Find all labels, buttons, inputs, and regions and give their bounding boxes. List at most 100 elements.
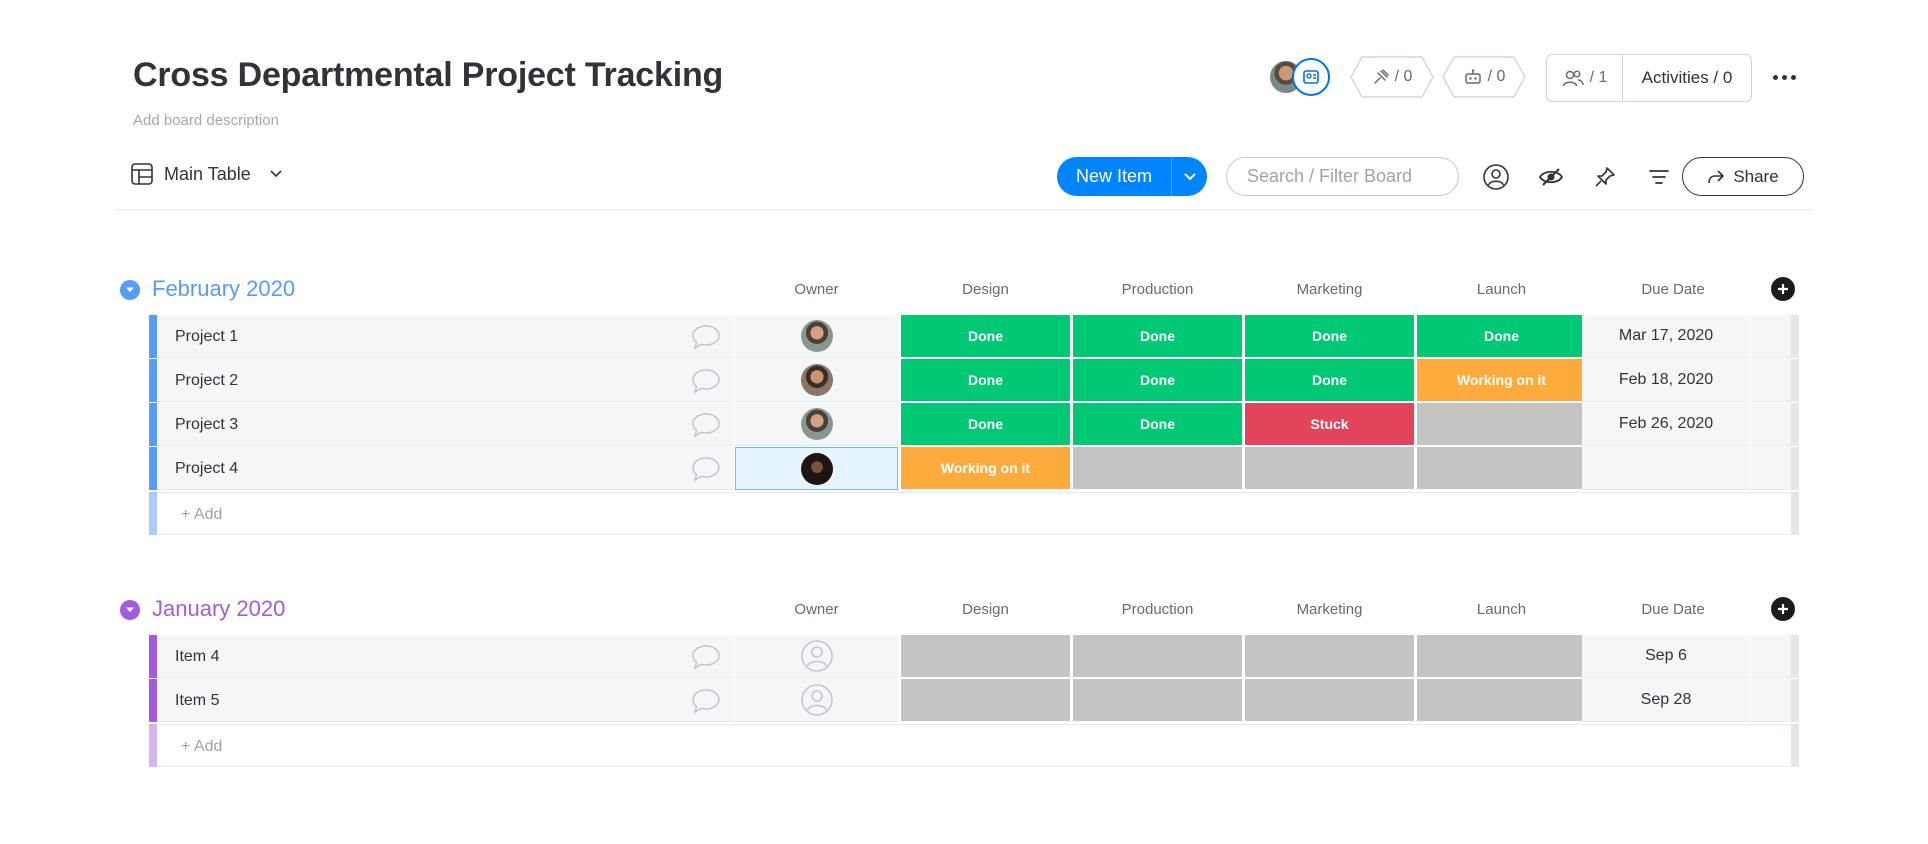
chat-bubble-icon[interactable] [691, 644, 721, 670]
status-production[interactable]: Done [1073, 359, 1242, 402]
column-header-owner[interactable]: Owner [794, 281, 839, 298]
chat-bubble-icon[interactable] [691, 688, 721, 714]
item-name[interactable]: Item 5 [175, 692, 220, 709]
column-header-due-date[interactable]: Due Date [1641, 281, 1705, 298]
status-launch[interactable]: Done [1417, 315, 1586, 358]
column-header-launch[interactable]: Launch [1476, 281, 1527, 298]
chat-bubble-icon[interactable] [691, 412, 721, 438]
board-description[interactable]: Add board description [133, 112, 279, 129]
column-header-launch[interactable]: Launch [1476, 601, 1527, 618]
group-title[interactable]: February 2020 [152, 276, 296, 301]
add-item-label[interactable]: + Add [181, 506, 223, 523]
owner-cell[interactable] [735, 635, 898, 678]
hide-columns-button[interactable] [1536, 162, 1566, 192]
add-item-label[interactable]: + Add [181, 738, 223, 755]
table-row[interactable]: Project 1 Done Done Done Done Mar 17, 20… [149, 315, 1806, 358]
members-button[interactable]: / 1 [1547, 55, 1623, 101]
status-design[interactable]: Done [901, 315, 1070, 358]
add-column-button[interactable] [1771, 277, 1795, 301]
item-name-cell[interactable]: Project 1 [157, 315, 734, 358]
status-launch[interactable] [1417, 403, 1586, 446]
table-row[interactable]: Item 4 Sep 6 [149, 635, 1806, 678]
owner-cell[interactable] [735, 679, 898, 722]
column-header-production[interactable]: Production [1121, 601, 1194, 618]
group-collapse-toggle[interactable] [120, 280, 140, 300]
group-title[interactable]: January 2020 [152, 596, 286, 621]
item-name[interactable]: Project 1 [175, 328, 239, 345]
status-marketing[interactable] [1245, 679, 1414, 722]
column-header-design[interactable]: Design [962, 281, 1009, 298]
pin-button[interactable] [1590, 162, 1620, 192]
column-header-design[interactable]: Design [962, 601, 1009, 618]
table-row[interactable]: Project 2 Done Done Done Working on it F… [149, 359, 1806, 402]
status-launch[interactable] [1417, 635, 1586, 678]
status-design[interactable]: Working on it [901, 447, 1070, 490]
table-row[interactable]: Item 5 Sep 28 [149, 679, 1806, 722]
group-collapse-toggle[interactable] [120, 600, 140, 620]
status-production[interactable]: Done [1073, 403, 1242, 446]
item-name-cell[interactable]: Project 2 [157, 359, 734, 402]
board-subscribers[interactable] [1268, 58, 1332, 96]
item-name-cell[interactable]: Item 4 [157, 635, 734, 678]
item-name-cell[interactable]: Project 3 [157, 403, 734, 446]
person-filter-button[interactable] [1481, 162, 1511, 192]
activities-button[interactable]: Activities / 0 [1641, 68, 1733, 87]
table-row[interactable]: Project 4 Working on it [149, 447, 1806, 490]
due-date-cell[interactable] [1582, 447, 1750, 490]
column-header-production[interactable]: Production [1121, 281, 1194, 298]
view-selector[interactable]: Main Table [130, 162, 283, 186]
table-row[interactable]: Project 3 Done Done Stuck Feb 26, 2020 [149, 403, 1806, 446]
item-name[interactable]: Project 3 [175, 416, 239, 433]
status-design[interactable]: Done [901, 403, 1070, 446]
integrations-button[interactable]: / 0 [1350, 56, 1434, 98]
add-item-row[interactable]: + Add [149, 492, 1800, 535]
due-date-cell[interactable]: Mar 17, 2020 [1582, 315, 1750, 358]
status-production[interactable] [1073, 447, 1242, 490]
status-launch[interactable] [1417, 679, 1586, 722]
due-date-cell[interactable]: Sep 6 [1582, 635, 1750, 678]
status-marketing[interactable] [1245, 635, 1414, 678]
column-header-owner[interactable]: Owner [794, 601, 839, 618]
new-item-dropdown[interactable] [1172, 172, 1207, 182]
status-design[interactable] [901, 679, 1070, 722]
pin-icon [1595, 167, 1615, 187]
item-name[interactable]: Item 4 [175, 648, 220, 665]
item-name-cell[interactable]: Project 4 [157, 447, 734, 490]
item-name[interactable]: Project 2 [175, 372, 239, 389]
share-button[interactable]: Share [1682, 157, 1804, 196]
chat-bubble-icon[interactable] [691, 368, 721, 394]
due-date-cell[interactable]: Feb 26, 2020 [1582, 403, 1750, 446]
status-design[interactable] [901, 635, 1070, 678]
status-launch[interactable]: Working on it [1417, 359, 1586, 402]
status-marketing[interactable]: Stuck [1245, 403, 1414, 446]
new-item-button[interactable]: New Item [1057, 157, 1207, 196]
board-title[interactable]: Cross Departmental Project Tracking [133, 56, 724, 94]
filter-button[interactable] [1644, 162, 1674, 192]
column-header-marketing[interactable]: Marketing [1296, 281, 1363, 298]
due-date-cell[interactable]: Feb 18, 2020 [1582, 359, 1750, 402]
owner-cell[interactable] [735, 403, 898, 446]
chat-bubble-icon[interactable] [691, 456, 721, 482]
owner-cell[interactable] [735, 447, 898, 490]
owner-cell[interactable] [735, 359, 898, 402]
due-date-cell[interactable]: Sep 28 [1582, 679, 1750, 722]
more-options-button[interactable] [1770, 66, 1798, 88]
status-launch[interactable] [1417, 447, 1586, 490]
add-column-button[interactable] [1771, 597, 1795, 621]
status-production[interactable]: Done [1073, 315, 1242, 358]
status-marketing[interactable]: Done [1245, 315, 1414, 358]
status-marketing[interactable] [1245, 447, 1414, 490]
status-production[interactable] [1073, 635, 1242, 678]
owner-cell[interactable] [735, 315, 898, 358]
automations-button[interactable]: / 0 [1442, 56, 1526, 98]
search-input[interactable] [1226, 157, 1459, 196]
column-header-marketing[interactable]: Marketing [1296, 601, 1363, 618]
item-name[interactable]: Project 4 [175, 460, 239, 477]
status-design[interactable]: Done [901, 359, 1070, 402]
status-marketing[interactable]: Done [1245, 359, 1414, 402]
column-header-due-date[interactable]: Due Date [1641, 601, 1705, 618]
add-item-row[interactable]: + Add [149, 724, 1800, 767]
item-name-cell[interactable]: Item 5 [157, 679, 734, 722]
chat-bubble-icon[interactable] [691, 324, 721, 350]
status-production[interactable] [1073, 679, 1242, 722]
